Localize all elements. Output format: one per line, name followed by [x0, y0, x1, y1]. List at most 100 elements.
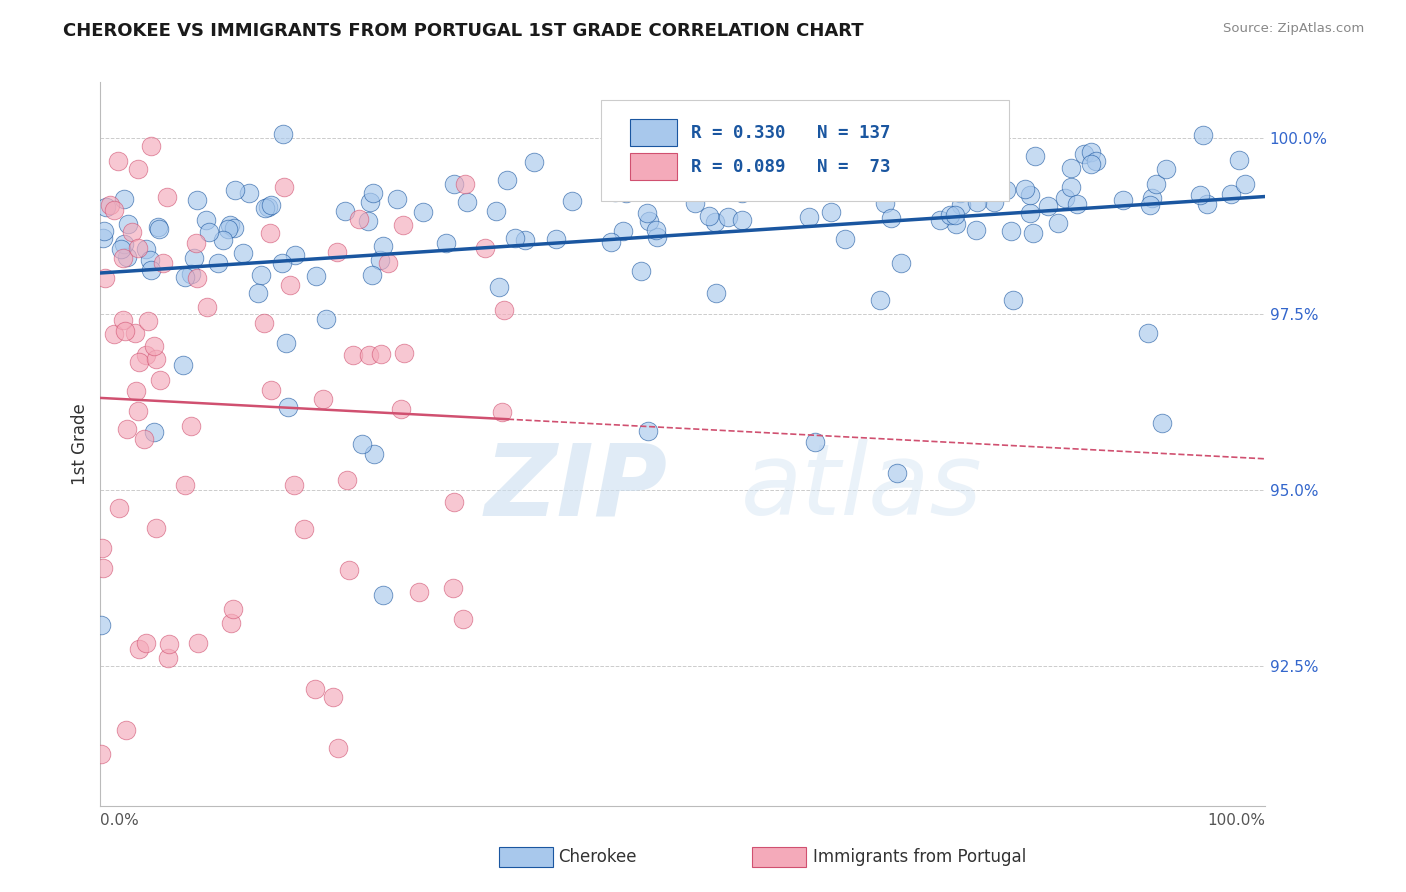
- Point: [1191, 128, 1213, 142]
- Y-axis label: 1st Grade: 1st Grade: [72, 403, 89, 485]
- Point: [373, 588, 395, 602]
- Point: [614, 186, 637, 200]
- Point: [128, 642, 150, 657]
- Point: [336, 474, 359, 488]
- Point: [434, 236, 457, 251]
- Point: [513, 233, 536, 247]
- Point: [385, 192, 408, 206]
- Point: [127, 241, 149, 255]
- Point: [363, 446, 385, 460]
- Point: [284, 248, 307, 262]
- Point: [824, 150, 846, 164]
- Point: [98, 198, 121, 212]
- Point: [115, 422, 138, 436]
- Point: [1036, 199, 1059, 213]
- Point: [180, 418, 202, 433]
- Point: [212, 233, 235, 247]
- Point: [124, 326, 146, 340]
- Point: [90, 617, 112, 632]
- Point: [443, 495, 465, 509]
- Point: [950, 197, 973, 211]
- Point: [645, 223, 668, 237]
- Point: [222, 220, 245, 235]
- Point: [254, 201, 277, 215]
- Point: [953, 156, 976, 170]
- Point: [945, 217, 967, 231]
- Point: [965, 223, 987, 237]
- Point: [114, 324, 136, 338]
- Point: [112, 313, 135, 327]
- Point: [1060, 179, 1083, 194]
- Point: [704, 286, 727, 301]
- Point: [600, 235, 623, 249]
- Point: [605, 186, 627, 200]
- Point: [259, 226, 281, 240]
- Point: [1152, 416, 1174, 430]
- Point: [280, 277, 302, 292]
- Point: [222, 602, 245, 616]
- Point: [91, 561, 114, 575]
- FancyBboxPatch shape: [602, 100, 1008, 202]
- Point: [485, 204, 508, 219]
- Point: [256, 200, 278, 214]
- Point: [250, 268, 273, 282]
- Point: [143, 425, 166, 439]
- Point: [636, 205, 658, 219]
- Point: [117, 250, 139, 264]
- Point: [966, 194, 988, 209]
- Point: [797, 210, 820, 224]
- Point: [357, 348, 380, 362]
- Point: [683, 195, 706, 210]
- Point: [1019, 206, 1042, 220]
- Point: [93, 271, 115, 285]
- Point: [503, 231, 526, 245]
- Point: [890, 255, 912, 269]
- Point: [238, 186, 260, 200]
- Point: [1024, 149, 1046, 163]
- Point: [187, 636, 209, 650]
- Point: [174, 269, 197, 284]
- Point: [1084, 154, 1107, 169]
- Point: [128, 355, 150, 369]
- Point: [638, 213, 661, 227]
- Point: [983, 195, 1005, 210]
- Point: [1080, 145, 1102, 160]
- Point: [276, 336, 298, 351]
- Point: [1227, 153, 1250, 167]
- Point: [156, 651, 179, 665]
- Point: [1018, 187, 1040, 202]
- Point: [368, 253, 391, 268]
- Point: [326, 740, 349, 755]
- Point: [731, 186, 754, 201]
- Point: [495, 173, 517, 187]
- Point: [1144, 178, 1167, 192]
- Point: [90, 541, 112, 555]
- Point: [232, 245, 254, 260]
- Point: [1002, 293, 1025, 308]
- Point: [357, 214, 380, 228]
- Point: [630, 264, 652, 278]
- Point: [326, 244, 349, 259]
- Point: [1137, 326, 1160, 340]
- Text: atlas: atlas: [741, 439, 983, 536]
- Point: [186, 271, 208, 285]
- Text: Immigrants from Portugal: Immigrants from Portugal: [813, 848, 1026, 866]
- Point: [219, 616, 242, 631]
- Point: [132, 432, 155, 446]
- Point: [103, 326, 125, 341]
- Point: [453, 612, 475, 626]
- Point: [112, 251, 135, 265]
- Point: [156, 190, 179, 204]
- Point: [342, 348, 364, 362]
- Point: [392, 346, 415, 360]
- Point: [125, 384, 148, 398]
- Point: [1139, 198, 1161, 212]
- Point: [270, 256, 292, 270]
- Point: [145, 351, 167, 366]
- Point: [359, 194, 381, 209]
- Point: [148, 221, 170, 235]
- Point: [253, 317, 276, 331]
- Point: [218, 219, 240, 233]
- Point: [1112, 193, 1135, 207]
- Point: [304, 681, 326, 696]
